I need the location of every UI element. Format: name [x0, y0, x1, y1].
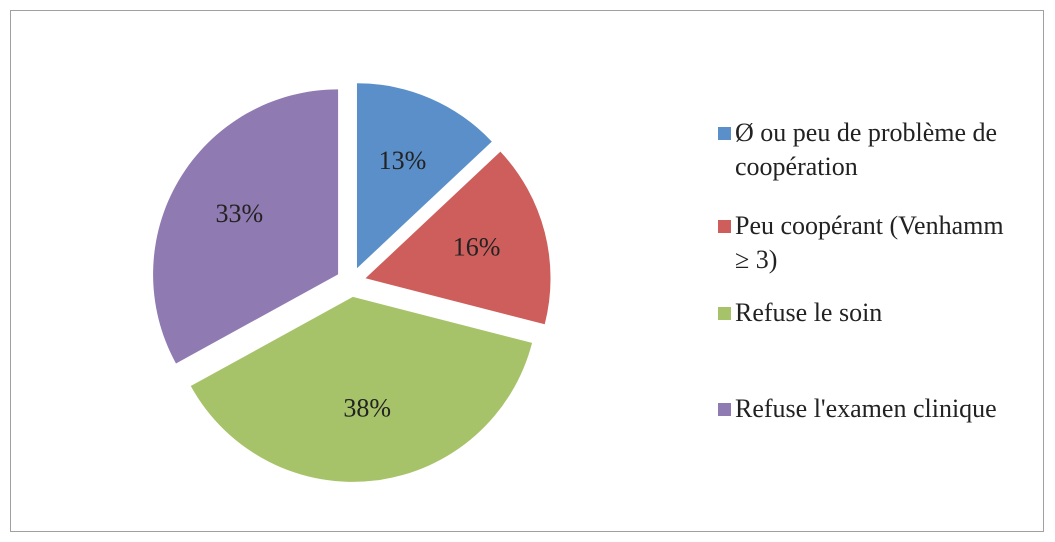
pie-slice: [356, 83, 492, 269]
pie-slice: [190, 296, 533, 482]
legend-item: Refuse l'examen clinique: [718, 392, 1018, 426]
data-label: 38%: [343, 394, 391, 423]
pie-slice: [153, 89, 339, 364]
data-label: 33%: [216, 199, 264, 228]
legend-item: Refuse le soin: [718, 296, 1018, 330]
legend-swatch: [718, 220, 731, 233]
legend-item: Peu coopérant (Venhamm ≥ 3): [718, 209, 1018, 277]
legend-label: Refuse le soin: [735, 298, 883, 327]
legend-label: Ø ou peu de problème de coopération: [735, 118, 998, 181]
legend-label: Refuse l'examen clinique: [735, 394, 997, 423]
pie-slice: [365, 151, 551, 325]
data-label: 16%: [453, 233, 501, 262]
legend-item: Ø ou peu de problème de coopération: [718, 116, 1018, 184]
legend-label: Peu coopérant (Venhamm ≥ 3): [735, 211, 1004, 274]
legend-swatch: [718, 307, 731, 320]
legend-swatch: [718, 127, 731, 140]
data-label: 13%: [379, 146, 427, 175]
legend-swatch: [718, 403, 731, 416]
